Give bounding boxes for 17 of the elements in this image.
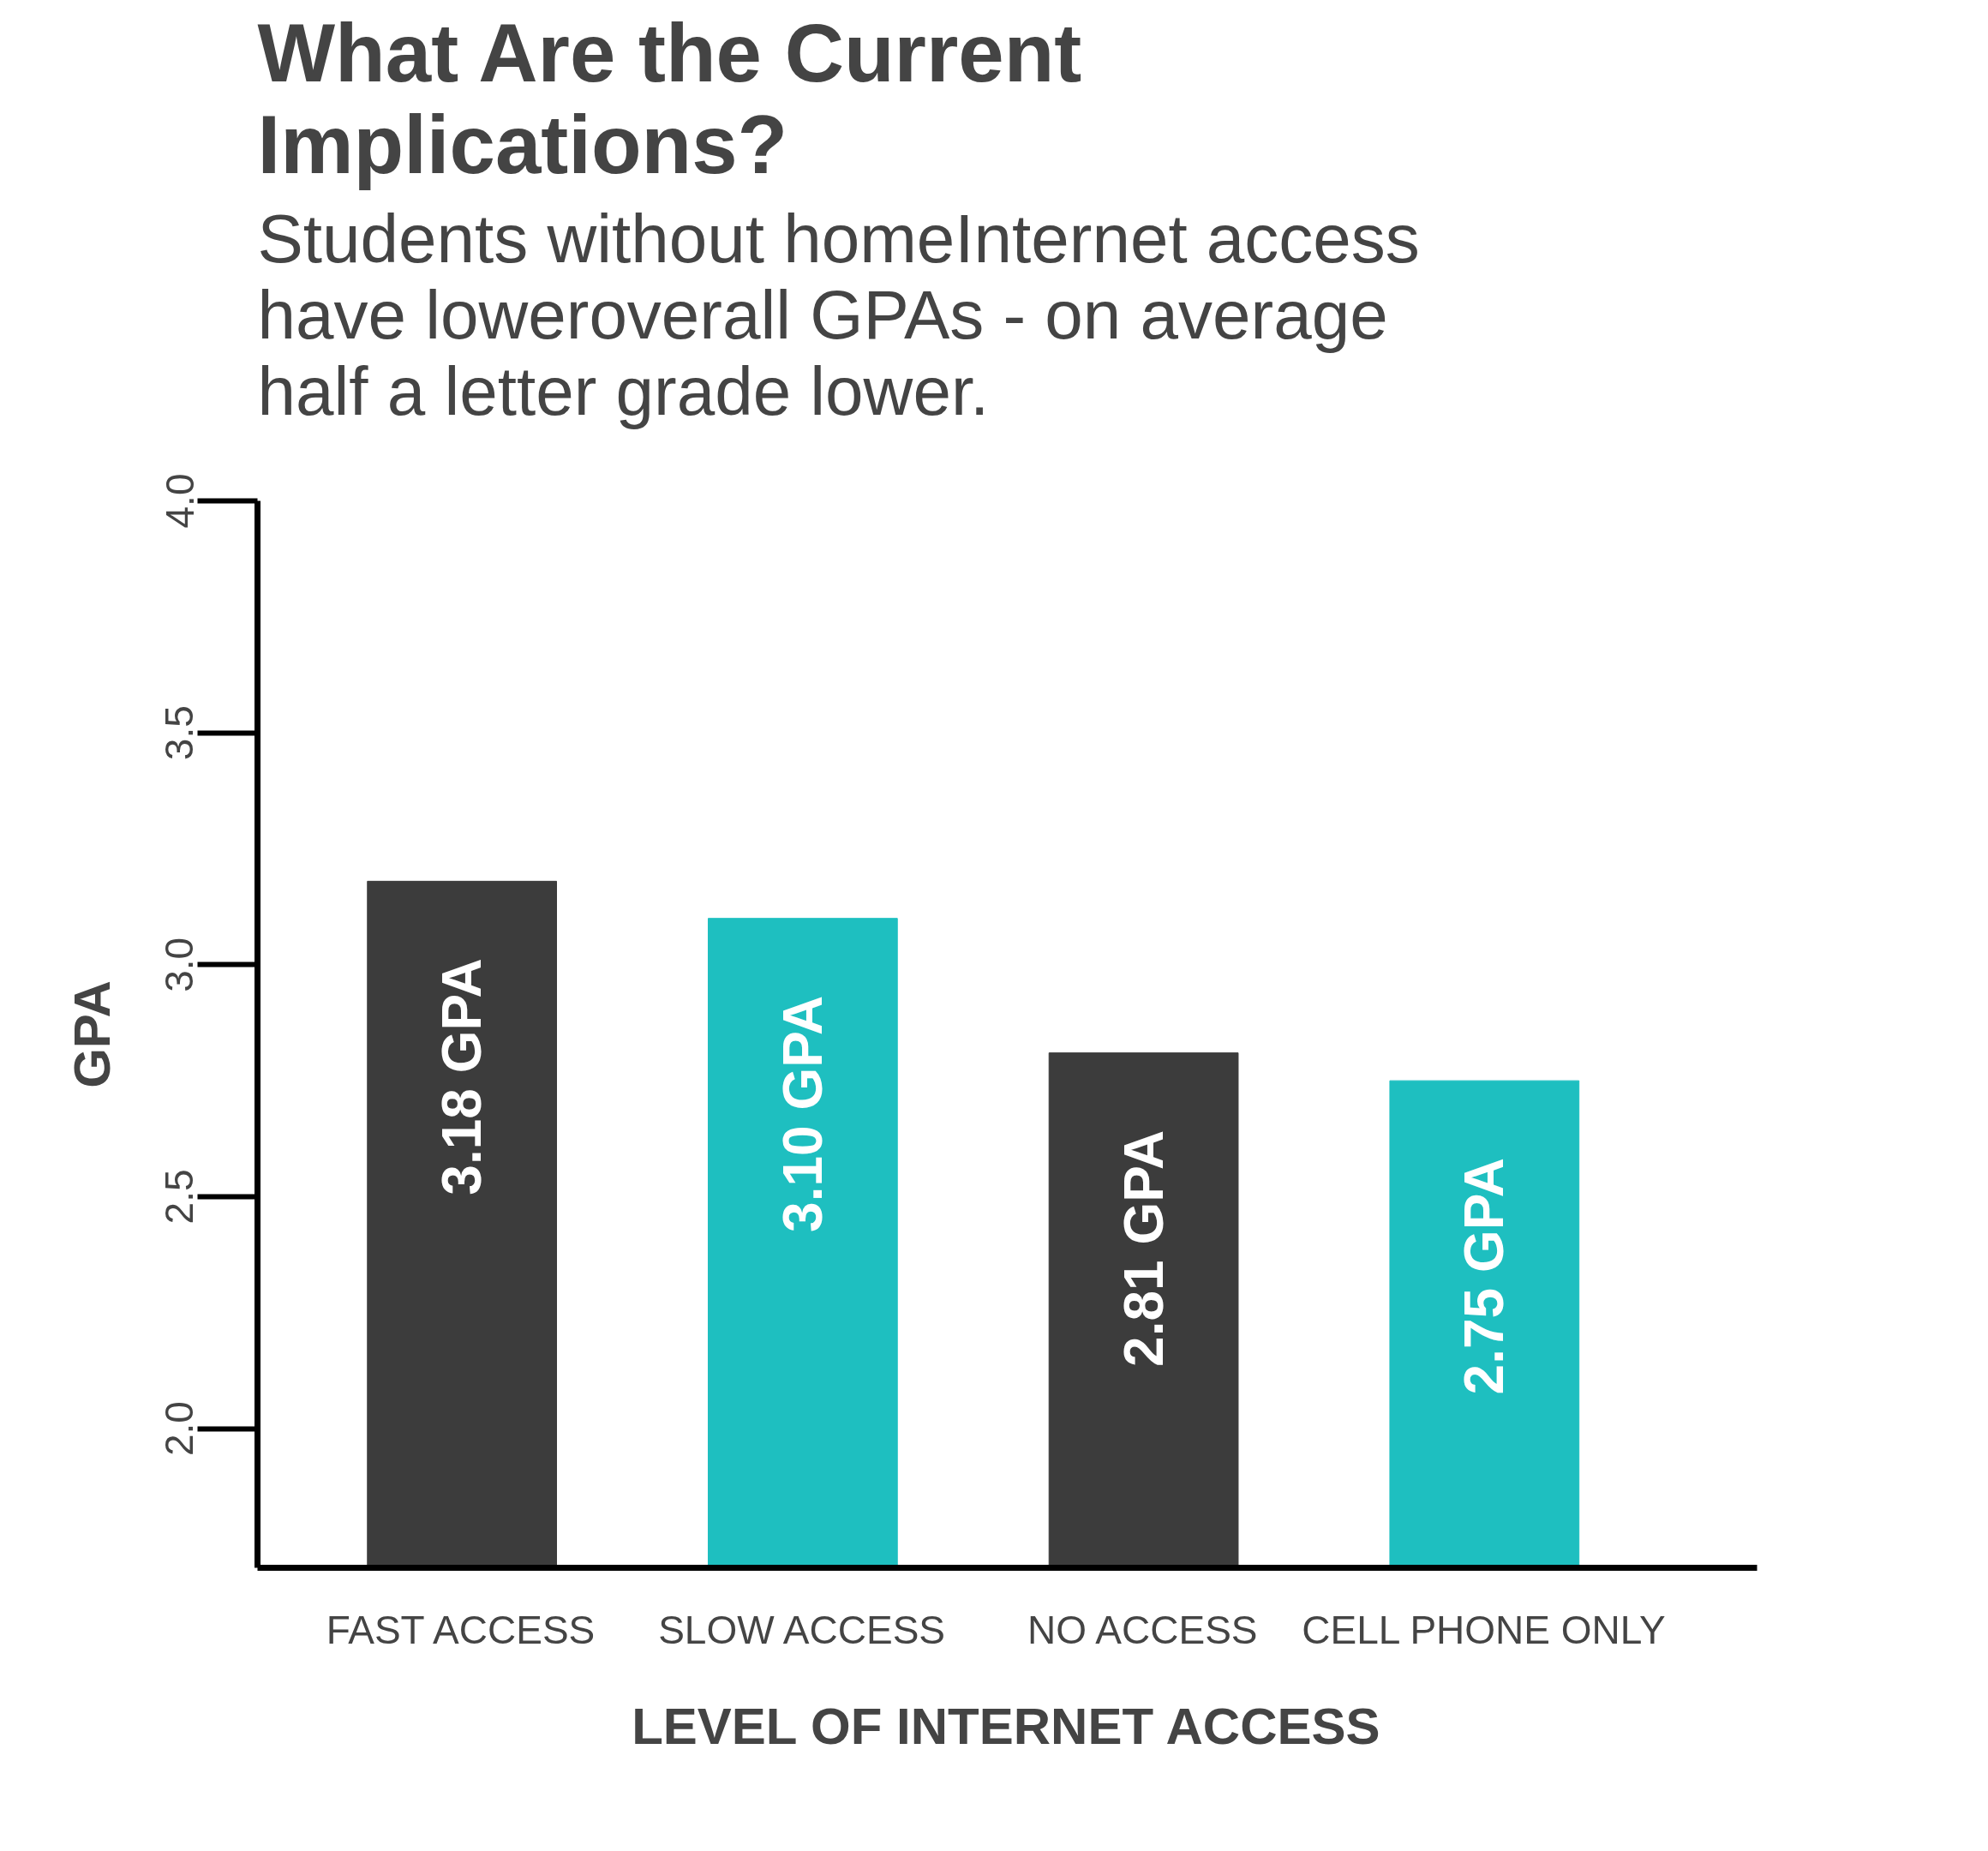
y-tick-label: 2.0	[157, 1401, 202, 1457]
data-label: 2.75 GPA	[1453, 1158, 1516, 1395]
chart-title: What Are the Current Implications?	[257, 6, 1082, 190]
y-tick-label: 4.0	[157, 473, 202, 529]
x-tick-label: SLOW ACCESS	[658, 1607, 946, 1652]
x-tick-label: CELL PHONE ONLY	[1302, 1607, 1666, 1652]
x-axis-title: LEVEL OF INTERNET ACCESS	[632, 1697, 1380, 1755]
y-tick-label: 3.5	[157, 705, 202, 761]
x-tick-label: NO ACCESS	[1027, 1607, 1258, 1652]
data-label: 2.81 GPA	[1112, 1129, 1175, 1367]
data-label: 3.18 GPA	[431, 958, 494, 1195]
chart-subtitle: Students without homeInternet access have loweroverall GPAs - on average half a letter grade lower.	[257, 200, 1420, 429]
y-axis-title: GPA	[63, 980, 121, 1088]
data-label: 3.10 GPA	[771, 995, 834, 1232]
y-tick-label: 3.0	[157, 937, 202, 992]
x-tick-label: FAST ACCESS	[326, 1607, 596, 1652]
y-tick-label: 2.5	[157, 1169, 202, 1225]
